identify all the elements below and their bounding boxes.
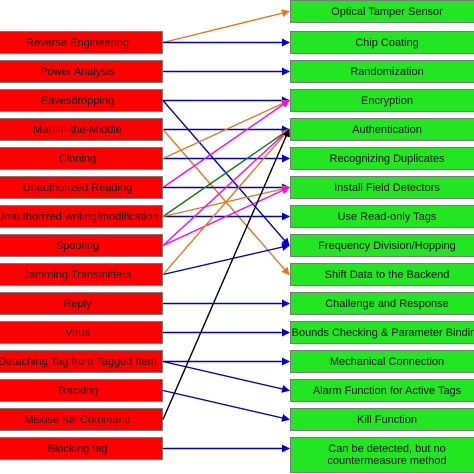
threat-box-blocking-tag: Blocking tag [0,437,163,460]
threat-box-reverse-engineering: Reverse Engineering [0,31,163,54]
threat-box-tracking: Tracking [0,379,163,402]
arrow-unauthorized-writing-modification-to-authentication [162,128,290,218]
threat-box-cloning: Cloning [0,147,163,170]
arrow-misuse-kill-command-to-authentication [162,128,290,420]
countermeasure-box-mechanical-connection: Mechanical Connection [290,350,474,373]
countermeasure-box-install-field-detectors: Install Field Detectors [290,176,474,199]
arrow-detaching-tag-from-tagged-item-to-alarm-function-for-active-tags [162,360,290,393]
countermeasure-box-kill-function: Kill Function [290,408,474,431]
threat-box-misuse-kill-command: Misuse Kill Command [0,408,163,431]
countermeasure-box-alarm-function-for-active-tags: Alarm Function for Active Tags [290,379,474,402]
countermeasure-box-authentication: Authentication [290,118,474,141]
threat-box-eavesdropping: Eavesdropping [0,89,163,112]
countermeasure-box-randomization: Randomization [290,60,474,83]
threat-box-reply: Reply [0,292,163,315]
countermeasure-box-frequency-division-hopping: Frequency Division/Hopping [290,234,474,257]
countermeasure-box-bounds-checking-parameter-binding: Bounds Checking & Parameter Binding [290,321,474,344]
arrow-spoofing-to-authentication [162,128,290,247]
countermeasure-box-challenge-and-response: Challenge and Response [290,292,474,315]
threat-box-jamming-transmitters: Jamming Transmitters [0,263,163,286]
threat-box-detaching-tag-from-tagged-item: Detaching Tag from Tagged Item [0,350,163,373]
threat-box-power-analysis: Power Analysis [0,60,163,83]
threat-box-unauthorized-reading: Unauthorized Reading [0,176,163,199]
countermeasure-box-optical-tamper-sensor: Optical Tamper Sensor [290,0,474,23]
countermeasure-box-encryption: Encryption [290,89,474,112]
threat-box-unauthorized-writing-modification: Unauthorized writing/modification [0,205,163,228]
countermeasure-box-can-be-detected-but-no-countermeasure-method: Can be detected, but no countermeasure m… [290,437,474,473]
arrow-jamming-transmitters-to-frequency-division-hopping [162,243,290,276]
threat-box-man-in-the-middle: Man-in-the-Middle [0,118,163,141]
arrow-reverse-engineering-to-optical-tamper-sensor [162,9,290,44]
threat-box-virus: Virus [0,321,163,344]
arrow-unauthorized-reading-to-encryption [162,99,290,189]
arrow-cloning-to-encryption [162,99,290,160]
arrow-tracking-to-kill-function [162,389,290,422]
arrow-spoofing-to-install-field-detectors [162,186,290,247]
arrow-jamming-transmitters-to-authentication [162,128,290,275]
countermeasure-box-shift-data-to-the-backend: Shift Data to the Backend [290,263,474,286]
countermeasure-box-use-read-only-tags: Use Read-only Tags [290,205,474,228]
countermeasure-box-chip-coating: Chip Coating [290,31,474,54]
threat-box-spoofing: Spoofing [0,234,163,257]
countermeasure-box-recognizing-duplicates: Recognizing Duplicates [290,147,474,170]
